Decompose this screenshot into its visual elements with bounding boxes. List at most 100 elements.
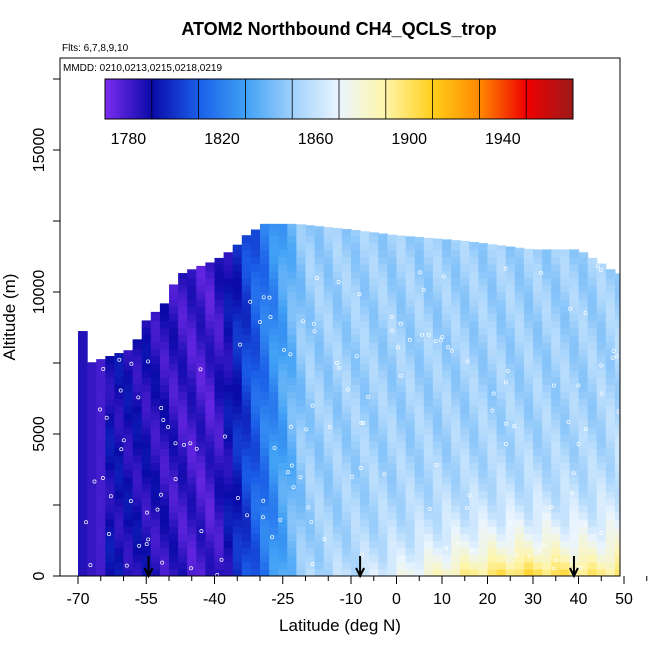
heatmap-cell <box>87 519 97 527</box>
heatmap-cell <box>533 512 543 520</box>
heatmap-cell <box>278 519 288 527</box>
heatmap-cell <box>260 242 270 250</box>
heatmap-cell <box>596 284 607 293</box>
heatmap-cell <box>378 497 388 506</box>
heatmap-cell <box>287 242 297 250</box>
heatmap-cell <box>442 263 452 272</box>
heatmap-cell <box>642 512 650 520</box>
heatmap-cell <box>369 370 379 378</box>
heatmap-cell <box>250 256 261 265</box>
heatmap-cell <box>332 391 343 400</box>
heatmap-cell <box>405 547 416 556</box>
heatmap-cell <box>605 405 616 414</box>
heatmap-cell <box>551 419 561 428</box>
heatmap-cell <box>523 384 534 392</box>
heatmap-cell <box>278 547 288 556</box>
heatmap-cell <box>487 441 498 449</box>
heatmap-cell <box>223 256 234 265</box>
heatmap-cell <box>123 483 134 492</box>
heatmap-cell <box>451 242 461 250</box>
sample-point <box>155 507 160 512</box>
heatmap-cell <box>296 469 307 478</box>
heatmap-cell <box>260 223 270 229</box>
heatmap-cell <box>150 405 161 414</box>
heatmap-cell <box>596 547 607 556</box>
heatmap-cell <box>178 462 188 471</box>
heatmap-cell <box>514 497 525 506</box>
heatmap-cell <box>487 377 498 385</box>
heatmap-cell <box>514 412 525 421</box>
heatmap-cell <box>578 284 589 293</box>
heatmap-cell <box>487 313 498 321</box>
heatmap-cell <box>642 363 650 371</box>
heatmap-cell <box>305 505 316 513</box>
heatmap-cell <box>596 292 607 300</box>
heatmap-cell <box>232 476 243 485</box>
heatmap-cell <box>132 398 143 407</box>
heatmap-cell <box>296 526 307 534</box>
heatmap-cell <box>633 548 643 556</box>
heatmap-cell <box>223 370 234 378</box>
heatmap-cell <box>523 490 534 499</box>
heatmap-cell <box>241 348 252 357</box>
heatmap-cell <box>123 490 134 499</box>
heatmap-cell <box>514 512 525 520</box>
heatmap-cell <box>296 554 307 563</box>
heatmap-cell <box>178 363 188 371</box>
heatmap-cell <box>214 533 225 542</box>
heatmap-cell <box>478 483 489 492</box>
heatmap-cell <box>360 526 370 534</box>
heatmap-cell <box>351 448 361 456</box>
heatmap-cell <box>514 263 525 272</box>
heatmap-cell <box>296 455 307 463</box>
heatmap-cell <box>624 455 634 463</box>
heatmap-cell <box>624 562 634 570</box>
sample-point <box>551 383 556 388</box>
heatmap-cell <box>178 554 188 563</box>
sample-point <box>121 438 126 443</box>
heatmap-cell <box>432 263 443 272</box>
sample-point <box>238 342 243 347</box>
heatmap-cell <box>87 405 97 414</box>
heatmap-cell <box>405 412 416 421</box>
heatmap-cell <box>241 540 252 549</box>
heatmap-cell <box>542 483 552 492</box>
heatmap-cell <box>533 434 543 442</box>
heatmap-cell <box>205 505 216 513</box>
heatmap-cell <box>533 306 543 314</box>
sample-point <box>336 280 341 284</box>
heatmap-cell <box>323 363 334 371</box>
heatmap-cell <box>360 505 370 513</box>
heatmap-cell <box>469 490 479 499</box>
heatmap-cell <box>414 334 425 343</box>
heatmap-cell <box>587 377 598 385</box>
heatmap-cell <box>514 299 525 307</box>
heatmap-cell <box>578 505 589 513</box>
heatmap-cell <box>141 462 152 471</box>
heatmap-cell <box>569 512 580 520</box>
heatmap-cell <box>187 377 197 385</box>
heatmap-cell <box>569 341 580 350</box>
heatmap-cell <box>587 306 598 314</box>
heatmap-cell <box>624 441 634 449</box>
heatmap-cell <box>578 348 589 357</box>
heatmap-cell <box>369 568 379 576</box>
heatmap-cell <box>533 419 543 428</box>
heatmap-cell <box>269 512 279 520</box>
heatmap-cell <box>196 434 206 442</box>
heatmap-cell <box>332 348 343 357</box>
heatmap-cell <box>287 228 297 236</box>
heatmap-cell <box>587 469 598 478</box>
heatmap-cell <box>542 299 552 307</box>
heatmap-cell <box>605 519 616 527</box>
heatmap-cell <box>332 384 343 392</box>
heatmap-cell <box>542 519 552 527</box>
flight-marker-arrow <box>569 556 579 579</box>
heatmap-cell <box>551 299 561 307</box>
heatmap-cell <box>633 427 643 435</box>
heatmap-cell <box>287 355 297 364</box>
heatmap-cell <box>96 554 106 563</box>
heatmap-cell <box>596 334 607 343</box>
heatmap-cell <box>505 348 516 357</box>
heatmap-cell <box>205 412 216 421</box>
